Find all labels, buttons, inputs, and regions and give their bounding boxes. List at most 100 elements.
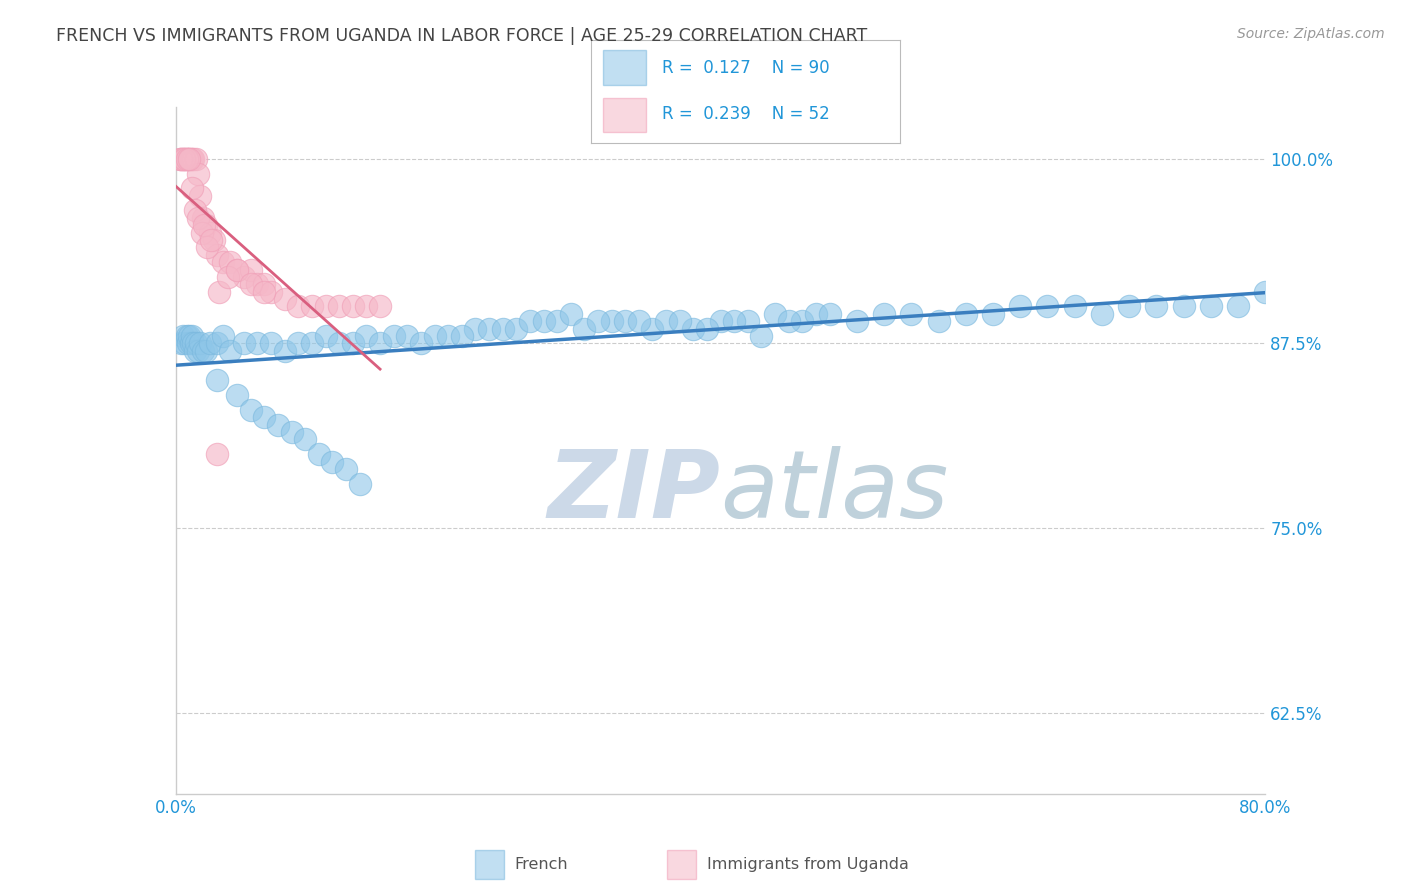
Point <box>180 152 202 166</box>
Point <box>184 203 207 218</box>
Point <box>600 314 623 328</box>
Point <box>342 300 364 314</box>
Point <box>194 218 217 232</box>
Point <box>696 321 718 335</box>
Point <box>205 248 228 262</box>
Point <box>190 226 212 240</box>
Point <box>450 329 472 343</box>
Point <box>232 269 254 284</box>
Point <box>183 152 205 166</box>
Point <box>177 152 200 166</box>
Point <box>710 314 733 328</box>
Point <box>179 329 201 343</box>
Point <box>191 343 214 358</box>
Point <box>368 336 391 351</box>
Point <box>981 307 1004 321</box>
Point <box>172 152 194 166</box>
Point <box>586 314 609 328</box>
Point <box>181 181 204 195</box>
Point <box>186 211 209 225</box>
Point <box>170 152 193 166</box>
Point <box>184 343 207 358</box>
Point <box>274 292 297 306</box>
Point <box>183 336 205 351</box>
Point <box>1010 300 1032 314</box>
Point <box>751 329 773 343</box>
Point <box>560 307 582 321</box>
Point <box>226 262 249 277</box>
Point <box>239 402 262 417</box>
Point <box>423 329 446 343</box>
Point <box>533 314 555 328</box>
Point <box>1118 300 1140 314</box>
Point <box>191 211 214 225</box>
Point <box>287 336 309 351</box>
Point <box>170 152 193 166</box>
Point <box>205 447 228 461</box>
Point <box>464 321 486 335</box>
FancyBboxPatch shape <box>603 97 647 132</box>
Point <box>574 321 596 335</box>
Point <box>328 300 350 314</box>
Point <box>928 314 950 328</box>
Point <box>1254 285 1277 299</box>
Point <box>173 152 195 166</box>
Text: Source: ZipAtlas.com: Source: ZipAtlas.com <box>1237 27 1385 41</box>
Point <box>342 336 364 351</box>
Point <box>180 336 202 351</box>
Point <box>804 307 827 321</box>
Point <box>246 277 269 292</box>
Point <box>763 307 786 321</box>
Point <box>1199 300 1222 314</box>
Point <box>194 343 217 358</box>
Point <box>478 321 501 335</box>
Point <box>505 321 527 335</box>
Point <box>200 233 222 247</box>
Point <box>382 329 405 343</box>
Point <box>328 336 350 351</box>
Point <box>193 218 215 232</box>
Point <box>260 285 283 299</box>
Point <box>253 285 276 299</box>
Point <box>173 152 195 166</box>
Point <box>181 329 204 343</box>
Point <box>188 188 211 202</box>
Point <box>668 314 690 328</box>
Point <box>873 307 896 321</box>
Point <box>219 255 242 269</box>
Point <box>1036 300 1059 314</box>
Point <box>246 336 269 351</box>
Point <box>368 300 391 314</box>
Point <box>492 321 515 335</box>
Point <box>172 329 194 343</box>
Point <box>186 343 209 358</box>
Point <box>778 314 800 328</box>
Point <box>396 329 419 343</box>
Point <box>294 433 316 447</box>
Point <box>335 462 357 476</box>
Point <box>174 152 197 166</box>
Point <box>356 300 378 314</box>
Point <box>176 329 198 343</box>
Text: FRENCH VS IMMIGRANTS FROM UGANDA IN LABOR FORCE | AGE 25-29 CORRELATION CHART: FRENCH VS IMMIGRANTS FROM UGANDA IN LABO… <box>56 27 868 45</box>
Point <box>614 314 637 328</box>
Point <box>818 307 841 321</box>
Point <box>173 336 195 351</box>
Point <box>519 314 541 328</box>
Point <box>723 314 745 328</box>
Point <box>1091 307 1114 321</box>
Text: R =  0.127    N = 90: R = 0.127 N = 90 <box>662 59 830 77</box>
Point <box>208 285 231 299</box>
Point <box>205 373 228 387</box>
Point <box>198 226 221 240</box>
Point <box>349 476 371 491</box>
Point <box>356 329 378 343</box>
Point <box>792 314 814 328</box>
Point <box>226 262 249 277</box>
Point <box>186 167 209 181</box>
Point <box>177 336 200 351</box>
Point <box>546 314 568 328</box>
Point <box>212 329 235 343</box>
Point <box>627 314 650 328</box>
Point <box>1173 300 1195 314</box>
